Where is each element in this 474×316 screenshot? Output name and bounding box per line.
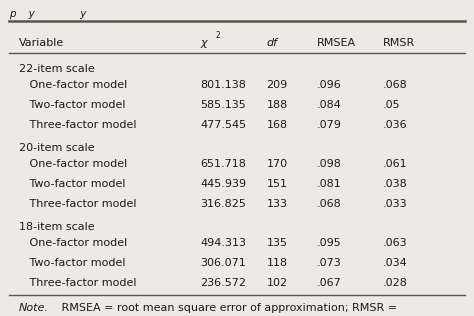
Text: Two-factor model: Two-factor model xyxy=(18,179,125,189)
Text: 102: 102 xyxy=(266,278,288,288)
Text: Three-factor model: Three-factor model xyxy=(18,120,136,131)
Text: 22-item scale: 22-item scale xyxy=(18,64,94,74)
Text: .079: .079 xyxy=(317,120,341,131)
Text: RMSR: RMSR xyxy=(383,38,415,48)
Text: 209: 209 xyxy=(266,80,288,90)
Text: 316.825: 316.825 xyxy=(201,199,246,209)
Text: df: df xyxy=(266,38,278,48)
Text: 168: 168 xyxy=(266,120,288,131)
Text: Two-factor model: Two-factor model xyxy=(18,100,125,110)
Text: Two-factor model: Two-factor model xyxy=(18,258,125,268)
Text: RMSEA = root mean square error of approximation; RMSR =: RMSEA = root mean square error of approx… xyxy=(51,303,398,313)
Text: .084: .084 xyxy=(317,100,341,110)
Text: 135: 135 xyxy=(266,238,288,248)
Text: 306.071: 306.071 xyxy=(201,258,246,268)
Text: .067: .067 xyxy=(317,278,341,288)
Text: .05: .05 xyxy=(383,100,400,110)
Text: 2: 2 xyxy=(216,32,220,40)
Text: .063: .063 xyxy=(383,238,407,248)
Text: 18-item scale: 18-item scale xyxy=(18,222,94,232)
Text: .028: .028 xyxy=(383,278,408,288)
Text: 494.313: 494.313 xyxy=(201,238,246,248)
Text: .068: .068 xyxy=(317,199,341,209)
Text: Three-factor model: Three-factor model xyxy=(18,278,136,288)
Text: 585.135: 585.135 xyxy=(201,100,246,110)
Text: .068: .068 xyxy=(383,80,407,90)
Text: Variable: Variable xyxy=(18,38,64,48)
Text: .061: .061 xyxy=(383,159,407,169)
Text: .096: .096 xyxy=(317,80,341,90)
Text: 651.718: 651.718 xyxy=(201,159,246,169)
Text: Three-factor model: Three-factor model xyxy=(18,199,136,209)
Text: 801.138: 801.138 xyxy=(201,80,246,90)
Text: .073: .073 xyxy=(317,258,341,268)
Text: 151: 151 xyxy=(266,179,288,189)
Text: χ: χ xyxy=(201,38,207,48)
Text: Note.: Note. xyxy=(18,303,48,313)
Text: .033: .033 xyxy=(383,199,407,209)
Text: 236.572: 236.572 xyxy=(201,278,246,288)
Text: One-factor model: One-factor model xyxy=(18,80,127,90)
Text: One-factor model: One-factor model xyxy=(18,238,127,248)
Text: p    y              y: p y y xyxy=(9,9,87,19)
Text: 118: 118 xyxy=(266,258,288,268)
Text: 20-item scale: 20-item scale xyxy=(18,143,94,153)
Text: 170: 170 xyxy=(266,159,288,169)
Text: 188: 188 xyxy=(266,100,288,110)
Text: 133: 133 xyxy=(266,199,288,209)
Text: .095: .095 xyxy=(317,238,341,248)
Text: .038: .038 xyxy=(383,179,407,189)
Text: .098: .098 xyxy=(317,159,341,169)
Text: .036: .036 xyxy=(383,120,407,131)
Text: RMSEA: RMSEA xyxy=(317,38,356,48)
Text: 477.545: 477.545 xyxy=(201,120,247,131)
Text: 445.939: 445.939 xyxy=(201,179,247,189)
Text: One-factor model: One-factor model xyxy=(18,159,127,169)
Text: .081: .081 xyxy=(317,179,341,189)
Text: .034: .034 xyxy=(383,258,407,268)
